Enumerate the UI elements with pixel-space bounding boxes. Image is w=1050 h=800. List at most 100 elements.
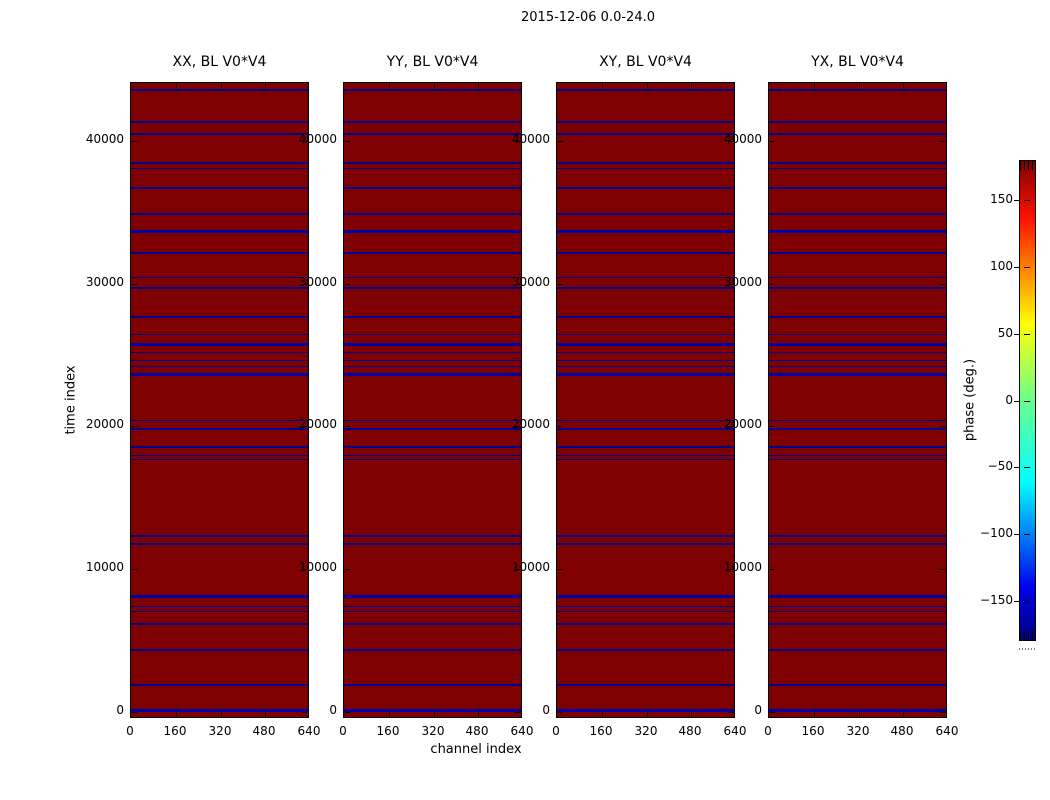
y-tickmark: [940, 141, 945, 142]
y-tickmark: [728, 569, 733, 570]
flagged-row-line: [769, 287, 946, 289]
flagged-row-line: [557, 595, 734, 598]
y-tickmark: [302, 141, 307, 142]
y-tickmark: [940, 284, 945, 285]
x-tick-label: 640: [297, 724, 321, 738]
flagged-row-line: [557, 230, 734, 233]
colorbar-tick-label: 0: [1005, 393, 1013, 407]
flagged-row-line: [131, 623, 308, 625]
y-tickmark: [940, 712, 945, 713]
flagged-row-line: [557, 133, 734, 135]
y-tick-label: 10000: [298, 560, 337, 574]
flagged-row-line: [769, 543, 946, 545]
x-tickmark: [434, 84, 435, 88]
flagged-row-line: [769, 709, 946, 712]
x-tick-label: 480: [678, 724, 702, 738]
x-tick-label: 320: [421, 724, 445, 738]
flagged-row-line: [769, 446, 946, 448]
flagged-row-line: [557, 352, 734, 353]
flagged-row-line: [557, 446, 734, 448]
y-tick-label: 20000: [85, 417, 124, 431]
y-tickmark: [558, 426, 563, 427]
flagged-row-line: [131, 366, 308, 367]
colorbar: [1019, 160, 1036, 641]
y-tickmark: [558, 284, 563, 285]
flagged-row-line: [131, 649, 308, 651]
heatmap-area-yx: [768, 82, 947, 718]
colorbar-top-extend-hatch: [1020, 161, 1035, 170]
x-tickmark: [602, 712, 603, 716]
flagged-row-line: [131, 133, 308, 135]
panel-yx: YX, BL V0*V4 0 160 320 480 640 40000 30000 20000…: [724, 54, 959, 738]
flagged-row-line: [769, 373, 946, 376]
flagged-row-line: [769, 316, 946, 318]
y-tickmark: [132, 284, 137, 285]
flagged-row-line: [131, 187, 308, 189]
flagged-row-line: [344, 649, 521, 651]
flagged-row-line: [344, 623, 521, 625]
flagged-row-line: [769, 360, 946, 361]
x-tick-label: 0: [764, 724, 772, 738]
x-tick-label: 480: [252, 724, 276, 738]
x-tickmark: [265, 84, 266, 88]
flagged-row-line: [344, 252, 521, 254]
flagged-row-line: [344, 316, 521, 318]
flagged-row-line: [769, 352, 946, 353]
y-tickmark: [132, 569, 137, 570]
panel-yy: YY, BL V0*V4 0 160 320 480 640 40000 30000 20000…: [299, 54, 534, 738]
y-tickmark: [558, 712, 563, 713]
flagged-row-line: [131, 162, 308, 164]
flagged-row-line: [769, 252, 946, 254]
x-tick-label: 160: [589, 724, 613, 738]
y-tickmark: [940, 569, 945, 570]
flagged-row-line: [769, 649, 946, 651]
colorbar-label: phase (deg.): [962, 358, 978, 442]
x-tickmark: [389, 712, 390, 716]
flagged-row-line: [131, 543, 308, 545]
flagged-row-line: [557, 606, 734, 607]
x-tickmark: [478, 712, 479, 716]
y-tickmark: [302, 426, 307, 427]
colorbar-tickmark-inner: [1024, 401, 1030, 402]
flagged-row-line: [131, 535, 308, 537]
flagged-row-line: [344, 709, 521, 712]
panel-xx: XX, BL V0*V4 0 160 320 480 640 40000 30000 20000…: [86, 54, 321, 738]
flagged-row-line: [557, 543, 734, 545]
colorbar-tickmark-outer: [1014, 601, 1019, 602]
flagged-row-line: [769, 230, 946, 233]
flagged-row-line: [131, 611, 308, 612]
y-tickmark: [345, 426, 350, 427]
colorbar-tickmark-inner: [1024, 334, 1030, 335]
flagged-row-line: [557, 187, 734, 189]
y-tick-label: 40000: [298, 132, 337, 146]
flagged-row-line: [557, 287, 734, 289]
flagged-row-line: [344, 595, 521, 598]
flagged-row-line: [769, 606, 946, 607]
flagged-row-line: [769, 121, 946, 123]
y-tickmark: [345, 712, 350, 713]
y-tick-label: 30000: [511, 275, 550, 289]
x-tickmark: [647, 712, 648, 716]
flagged-row-line: [131, 316, 308, 318]
flagged-row-line: [131, 121, 308, 123]
flagged-row-line: [131, 446, 308, 448]
flagged-row-line: [769, 162, 946, 164]
flagged-row-line: [131, 287, 308, 289]
flagged-row-line: [769, 535, 946, 537]
flagged-row-line: [557, 623, 734, 625]
flagged-row-line: [557, 455, 734, 456]
panel-title-xx: XX, BL V0*V4: [172, 54, 267, 70]
panel-xy: XY, BL V0*V4 0 160 320 480 640 40000 30000 20000…: [512, 54, 747, 738]
y-tickmark: [770, 426, 775, 427]
y-tickmark: [770, 141, 775, 142]
y-tickmark: [770, 569, 775, 570]
y-tick-label: 30000: [723, 275, 762, 289]
flagged-row-line: [131, 343, 308, 346]
flagged-row-line: [769, 334, 946, 335]
flagged-row-line: [769, 187, 946, 189]
y-tick-label: 30000: [85, 275, 124, 289]
y-tick-label: 0: [329, 703, 337, 717]
flagged-row-line: [769, 428, 946, 430]
flagged-row-line: [769, 684, 946, 686]
